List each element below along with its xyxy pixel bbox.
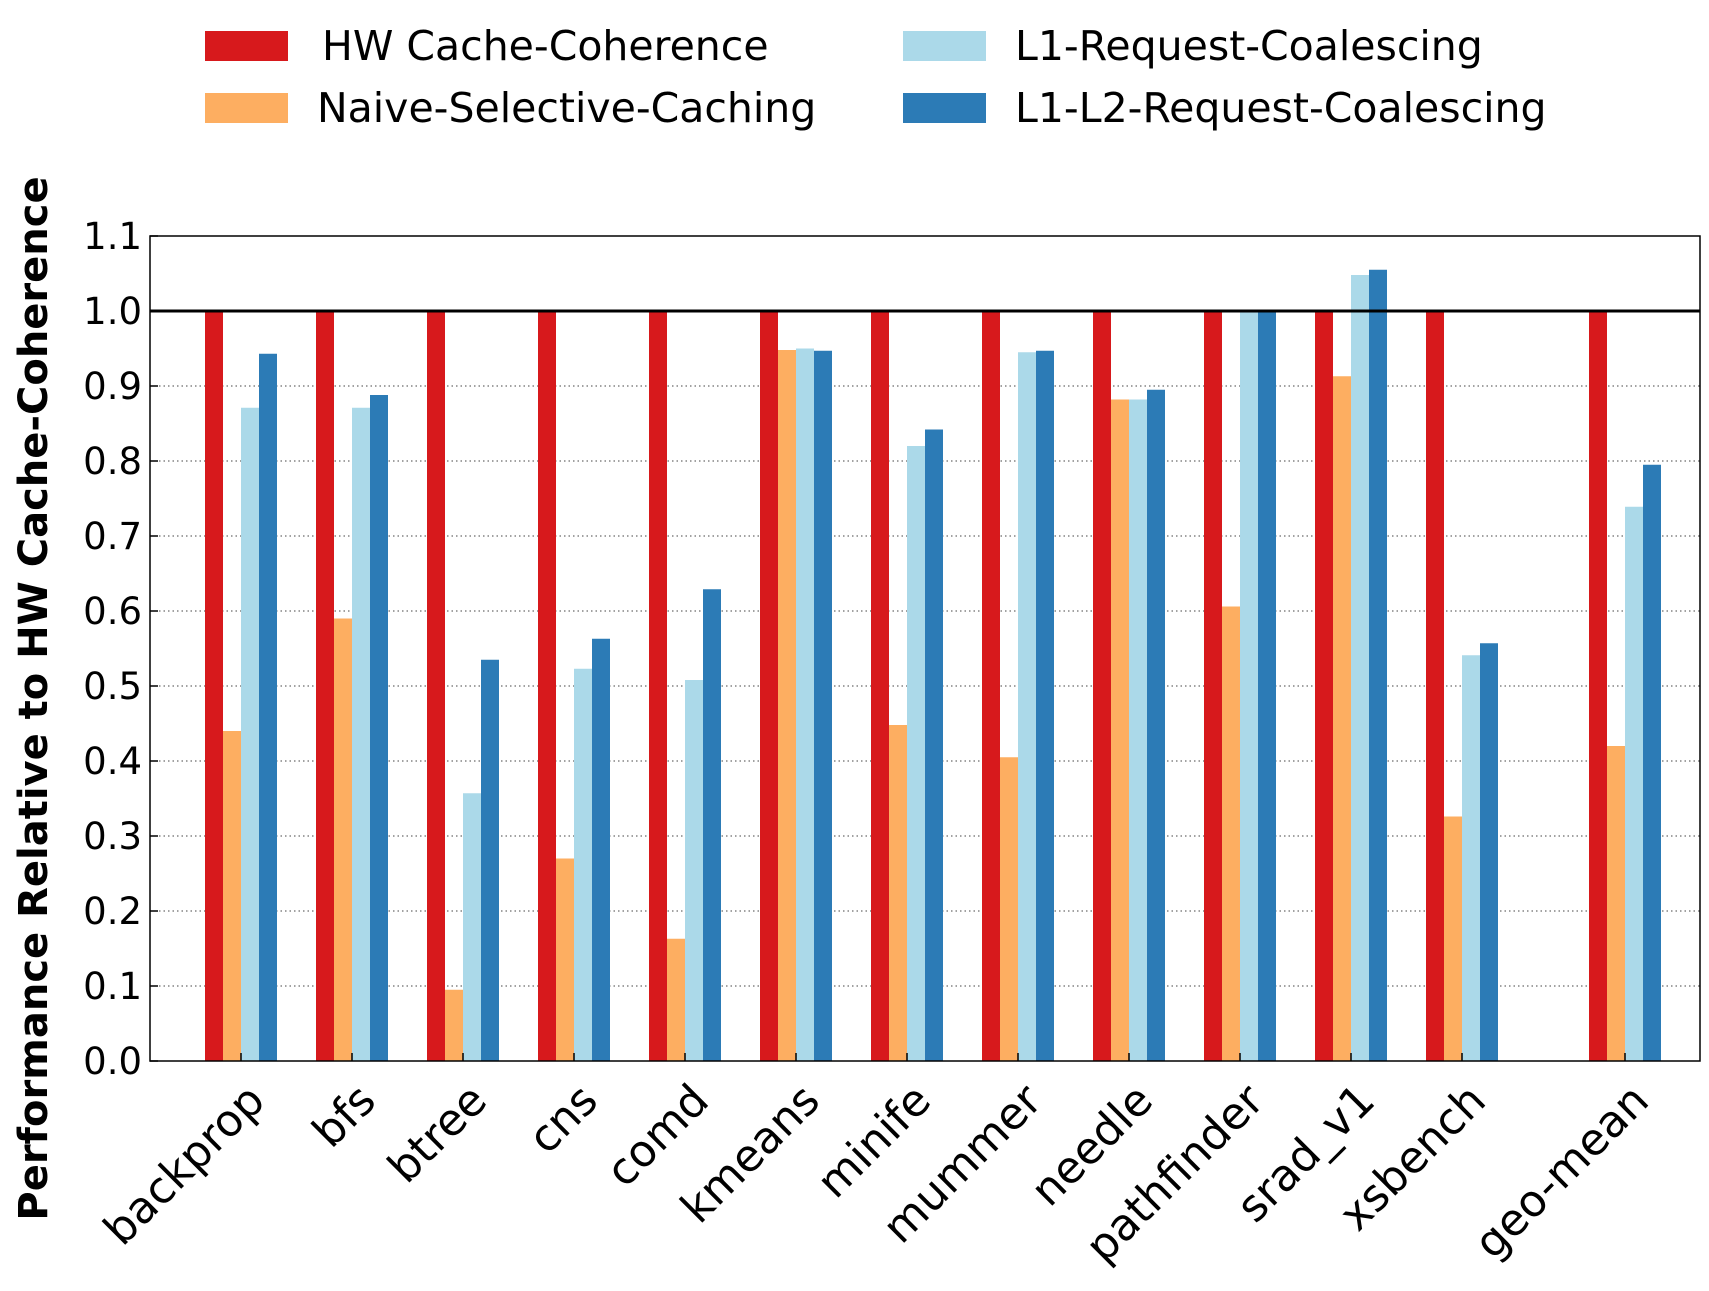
y-tick-label: 0.9 bbox=[83, 365, 142, 408]
bar-xsbench-2 bbox=[1462, 655, 1480, 1061]
bar-kmeans-2 bbox=[796, 348, 814, 1061]
legend-swatch bbox=[205, 93, 288, 123]
bar-cns-1 bbox=[556, 858, 574, 1061]
bar-pathfinder-2 bbox=[1240, 311, 1258, 1061]
bar-pathfinder-1 bbox=[1222, 606, 1240, 1061]
bar-backprop-2 bbox=[241, 407, 259, 1061]
legend-label: Naive-Selective-Caching bbox=[317, 84, 816, 132]
x-tick-label: geo-mean bbox=[1465, 1075, 1659, 1269]
bar-pathfinder-0 bbox=[1204, 311, 1222, 1061]
legend-swatch bbox=[903, 93, 986, 123]
y-tick-label: 0.4 bbox=[83, 740, 142, 783]
bar-kmeans-3 bbox=[814, 350, 832, 1061]
x-tick-label: cns bbox=[519, 1075, 608, 1164]
bar-needle-0 bbox=[1093, 311, 1111, 1061]
y-tick-label: 1.1 bbox=[83, 215, 142, 258]
y-tick-label: 0.7 bbox=[83, 515, 142, 558]
bar-cns-3 bbox=[592, 638, 610, 1061]
bar-btree-3 bbox=[481, 659, 499, 1061]
bar-kmeans-0 bbox=[760, 311, 778, 1061]
bar-srad_v1-2 bbox=[1351, 275, 1369, 1061]
plot-frame bbox=[149, 235, 1701, 1062]
x-tick-label: backprop bbox=[94, 1075, 275, 1256]
y-tick-label: 0.6 bbox=[83, 590, 142, 633]
y-tick-label: 0.3 bbox=[83, 815, 142, 858]
bar-needle-1 bbox=[1111, 399, 1129, 1061]
bar-btree-0 bbox=[427, 311, 445, 1061]
bar-comd-0 bbox=[649, 311, 667, 1061]
bar-needle-3 bbox=[1147, 389, 1165, 1061]
y-tick-label: 0.0 bbox=[83, 1040, 142, 1083]
bar-srad_v1-3 bbox=[1369, 269, 1387, 1061]
bar-srad_v1-0 bbox=[1315, 311, 1333, 1061]
bar-bfs-1 bbox=[334, 618, 352, 1061]
bar-bfs-0 bbox=[316, 311, 334, 1061]
bars bbox=[205, 269, 1661, 1061]
bar-mummer-1 bbox=[1000, 757, 1018, 1061]
bar-backprop-1 bbox=[223, 731, 241, 1061]
y-axis-label: Performance Relative to HW Cache-Coheren… bbox=[11, 176, 57, 1220]
y-tick-label: 1.0 bbox=[83, 290, 142, 333]
bar-minife-0 bbox=[871, 311, 889, 1061]
bar-btree-2 bbox=[463, 793, 481, 1061]
legend: HW Cache-Coherence Naive-Selective-Cachin… bbox=[205, 22, 1547, 132]
bar-minife-1 bbox=[889, 725, 907, 1061]
bar-backprop-3 bbox=[259, 353, 277, 1061]
bar-srad_v1-1 bbox=[1333, 376, 1351, 1061]
bar-needle-2 bbox=[1129, 399, 1147, 1061]
bar-bfs-3 bbox=[370, 395, 388, 1061]
y-tick-label: 0.1 bbox=[83, 965, 142, 1008]
bar-minife-3 bbox=[925, 429, 943, 1061]
bar-xsbench-3 bbox=[1480, 643, 1498, 1061]
bar-xsbench-0 bbox=[1426, 311, 1444, 1061]
bar-geo-mean-1 bbox=[1607, 746, 1625, 1061]
x-tick-label: btree bbox=[378, 1075, 496, 1193]
bar-kmeans-1 bbox=[778, 350, 796, 1061]
legend-swatch bbox=[205, 31, 288, 61]
x-tick-label: bfs bbox=[303, 1075, 386, 1158]
bar-comd-3 bbox=[703, 589, 721, 1061]
bar-comd-2 bbox=[685, 680, 703, 1061]
y-tick-label: 0.2 bbox=[83, 890, 142, 933]
bar-geo-mean-2 bbox=[1625, 506, 1643, 1061]
bar-bfs-2 bbox=[352, 407, 370, 1061]
bar-mummer-0 bbox=[982, 311, 1000, 1061]
bar-geo-mean-3 bbox=[1643, 464, 1661, 1061]
bar-cns-0 bbox=[538, 311, 556, 1061]
bar-xsbench-1 bbox=[1444, 816, 1462, 1061]
y-tick-label: 0.5 bbox=[83, 665, 142, 708]
bar-minife-2 bbox=[907, 446, 925, 1061]
legend-label: L1-L2-Request-Coalescing bbox=[1015, 84, 1547, 132]
legend-label: L1-Request-Coalescing bbox=[1015, 22, 1483, 70]
bar-btree-1 bbox=[445, 989, 463, 1061]
legend-label: HW Cache-Coherence bbox=[322, 22, 769, 70]
bar-comd-1 bbox=[667, 938, 685, 1061]
bar-cns-2 bbox=[574, 668, 592, 1061]
bar-geo-mean-0 bbox=[1589, 311, 1607, 1061]
y-tick-label: 0.8 bbox=[83, 440, 142, 483]
bar-mummer-2 bbox=[1018, 352, 1036, 1061]
bar-pathfinder-3 bbox=[1258, 311, 1276, 1061]
y-axis-ticks: 0.0 0.1 0.2 0.3 0.4 0.5 0.6 0.7 0.8 0.9 1.0 1.1 bbox=[83, 215, 158, 1083]
legend-swatch bbox=[903, 31, 986, 61]
bar-backprop-0 bbox=[205, 311, 223, 1061]
bar-mummer-3 bbox=[1036, 350, 1054, 1061]
